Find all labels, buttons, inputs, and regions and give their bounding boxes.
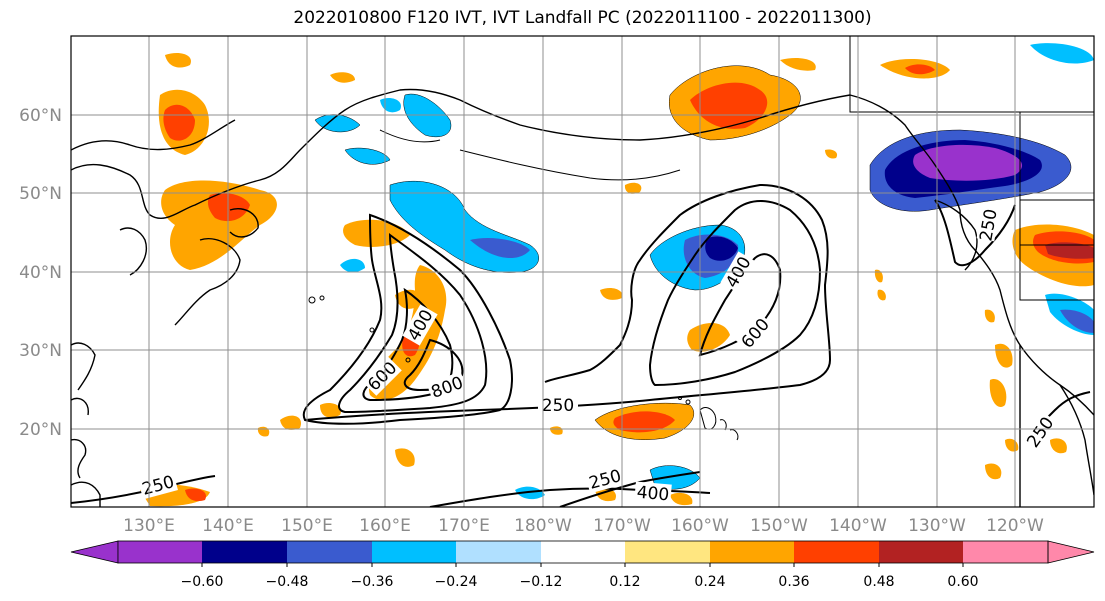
colorbar-swatch <box>118 541 202 563</box>
colorbar-swatch <box>710 541 794 563</box>
lon-label: 140°W <box>829 516 887 536</box>
colorbar-tick-label: −0.60 <box>181 574 224 590</box>
lat-label: 20°N <box>19 420 62 440</box>
colorbar-swatch <box>287 541 372 563</box>
colorbar-tick-label: −0.12 <box>520 574 563 590</box>
colorbar-arrow-low <box>70 540 119 564</box>
islands <box>308 129 739 441</box>
colorbar-ticks: −0.60 −0.48 −0.36 −0.24 −0.12 0.12 0.24 … <box>181 574 979 590</box>
lon-label: 160°E <box>359 516 411 536</box>
colorbar-swatch <box>879 541 963 563</box>
colorbar-tick-label: 0.36 <box>778 574 809 590</box>
colorbar-swatch <box>625 541 710 563</box>
gridlines <box>71 36 1094 507</box>
coastlines <box>71 88 1094 507</box>
colorbar-tick-label: 0.24 <box>694 574 725 590</box>
lon-label: 140°E <box>202 516 254 536</box>
map-frame <box>70 35 1095 508</box>
colorbar-swatch <box>202 541 287 563</box>
latitude-labels: 60°N 50°N 40°N 30°N 20°N <box>19 106 62 440</box>
colorbar-swatch <box>456 541 541 563</box>
lon-label: 150°W <box>750 516 808 536</box>
lon-label: 130°W <box>908 516 966 536</box>
lon-label: 150°E <box>281 516 333 536</box>
ivt-contours <box>71 183 1091 507</box>
colorbar-swatch <box>963 541 1048 563</box>
borders <box>849 36 1094 301</box>
contour-label: 250 <box>542 396 574 416</box>
map-title: 2022010800 F120 IVT, IVT Landfall PC (20… <box>293 8 872 28</box>
colorbar-tick-label: −0.36 <box>351 574 394 590</box>
lon-label: 180°W <box>514 516 572 536</box>
colorbar-tick-label: −0.48 <box>266 574 309 590</box>
ivt-landfall-pc-shading <box>140 43 1094 507</box>
colorbar-swatch <box>541 541 625 563</box>
lon-label: 170°W <box>593 516 651 536</box>
colorbar-tick-label: −0.24 <box>435 574 478 590</box>
colorbar-arrow-high <box>1047 540 1095 564</box>
lon-label: 130°E <box>123 516 175 536</box>
lat-label: 30°N <box>19 341 62 361</box>
colorbar <box>70 540 1095 567</box>
lon-label: 170°E <box>438 516 490 536</box>
contour-label: 400 <box>636 483 670 506</box>
colorbar-tick-label: 0.12 <box>609 574 640 590</box>
lon-label: 160°W <box>671 516 729 536</box>
longitude-labels: 130°E 140°E 150°E 160°E 170°E 180°W 170°… <box>123 516 1044 536</box>
lon-label: 120°W <box>986 516 1044 536</box>
colorbar-outline <box>117 540 1049 564</box>
lat-label: 50°N <box>19 184 62 204</box>
colorbar-tick-label: 0.60 <box>947 574 978 590</box>
colorbar-swatch <box>372 541 456 563</box>
lat-label: 60°N <box>19 106 62 126</box>
colorbar-swatch <box>794 541 879 563</box>
colorbar-tick-label: 0.48 <box>863 574 894 590</box>
lat-label: 40°N <box>19 263 62 283</box>
